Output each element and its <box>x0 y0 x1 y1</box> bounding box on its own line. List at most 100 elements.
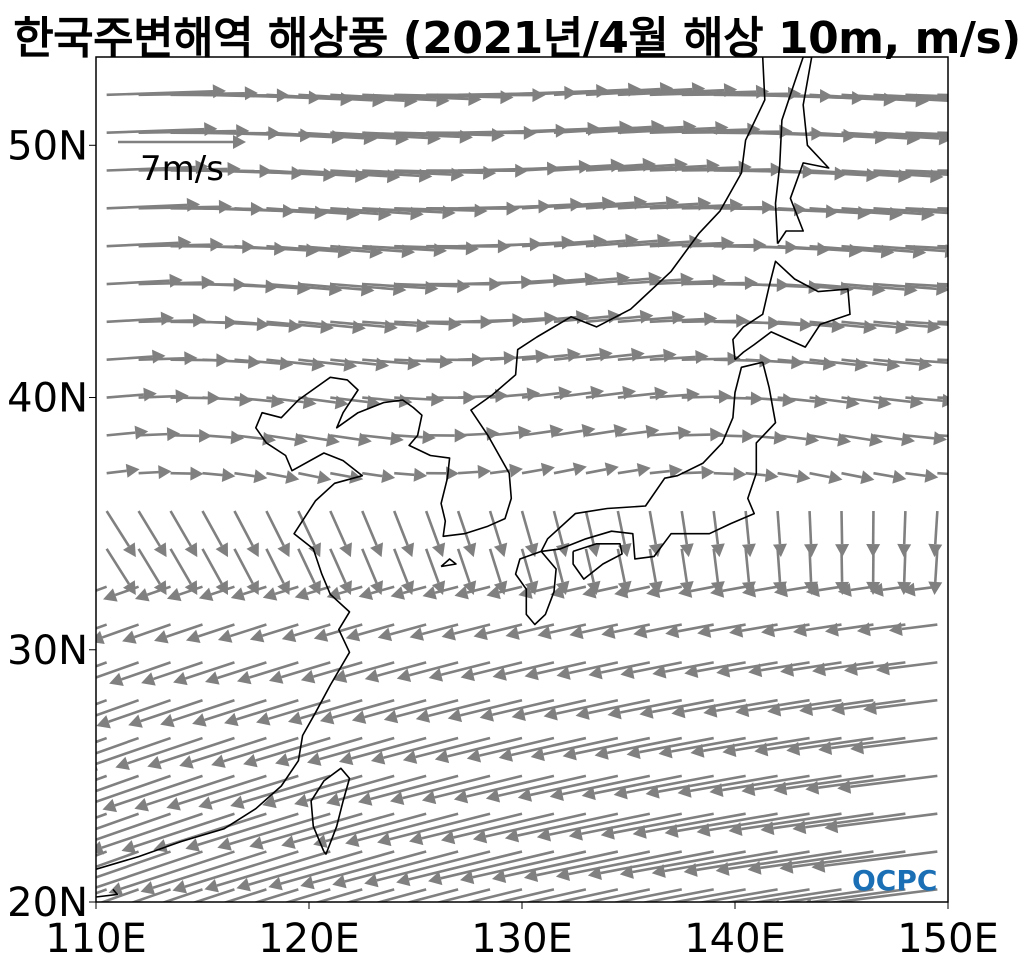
wind-arrow-head <box>294 586 310 601</box>
wind-arrow-shaft <box>735 736 810 752</box>
wind-arrow-head <box>256 712 271 726</box>
wind-arrow-head <box>422 586 437 600</box>
wind-arrow-head <box>58 842 73 855</box>
wind-arrow-shaft <box>330 244 403 253</box>
wind-arrow-shaft <box>809 471 830 479</box>
wind-arrow-shaft <box>330 471 351 479</box>
wind-arrow-head <box>600 825 615 840</box>
wind-arrow-head <box>243 753 258 768</box>
wind-arrow-shaft <box>521 164 612 172</box>
wind-arrow-head <box>381 469 396 483</box>
wind-arrow-shaft <box>805 812 906 829</box>
wind-arrow-shaft <box>933 510 939 545</box>
wind-arrow-shaft <box>297 510 316 546</box>
wind-arrow-shaft <box>607 736 683 755</box>
wind-arrow-head <box>121 840 137 854</box>
wind-arrow-head <box>968 281 981 295</box>
wind-arrow-head <box>712 274 726 289</box>
wind-arrow-shaft <box>585 201 667 210</box>
wind-arrow-head <box>869 432 884 447</box>
wind-arrow-shaft <box>383 736 459 759</box>
wind-arrow-head <box>326 793 341 807</box>
wind-arrow-head <box>575 906 589 920</box>
wind-arrow-head <box>434 749 450 764</box>
wind-arrow-head <box>281 628 297 643</box>
wind-arrow-head <box>754 742 769 757</box>
wind-arrow-head <box>897 543 912 558</box>
wind-arrow-head <box>483 165 497 180</box>
wind-arrow-shaft <box>415 736 491 759</box>
wind-arrow-shaft <box>434 585 459 595</box>
wind-arrow-shaft <box>905 396 943 402</box>
wind-arrow-shaft <box>489 317 545 324</box>
wind-arrow-head <box>26 843 41 856</box>
wind-arrow-shaft <box>664 850 778 873</box>
wind-arrow-shaft <box>204 698 267 722</box>
wind-arrow-shaft <box>266 131 365 140</box>
wind-arrow-shaft <box>648 548 658 583</box>
wind-arrow-head <box>760 821 775 836</box>
wind-arrow-shaft <box>405 888 459 902</box>
wind-arrow-head <box>491 128 505 143</box>
wind-arrow-shaft <box>229 812 331 846</box>
wind-arrow-shaft <box>875 698 938 710</box>
wind-arrow-shaft <box>105 548 130 585</box>
wind-arrow-shaft <box>933 548 939 583</box>
wind-arrow-head <box>639 705 654 719</box>
wind-arrow-shaft <box>681 433 711 437</box>
wind-arrow-head <box>690 743 705 758</box>
wind-arrow-shaft <box>137 548 161 585</box>
wind-arrow-shaft <box>792 661 842 672</box>
wind-arrow-head <box>253 469 268 484</box>
wind-arrow-head <box>96 841 105 855</box>
wind-arrow-head <box>491 869 507 884</box>
wind-arrow-head <box>679 543 694 558</box>
wind-arrow-shaft <box>472 661 523 676</box>
wind-arrow-head <box>211 754 226 768</box>
wind-arrow-shaft <box>121 661 171 681</box>
wind-arrow-shaft <box>344 850 459 883</box>
wind-arrow-shaft <box>396 698 459 718</box>
wind-arrow-shaft <box>236 698 299 721</box>
wind-arrow-head <box>805 898 812 902</box>
wind-arrow-head <box>401 580 415 595</box>
wind-arrow-shaft <box>402 585 427 595</box>
wind-arrow-head <box>850 740 864 755</box>
wind-arrow-shaft <box>362 434 392 440</box>
wind-arrow-head <box>811 858 826 873</box>
wind-arrow-shaft <box>841 471 862 479</box>
wind-arrow-shaft <box>96 774 171 804</box>
wind-arrow-head <box>115 756 130 770</box>
wind-arrow-shaft <box>713 396 751 400</box>
wind-arrow-head <box>439 354 454 369</box>
wind-arrow-shaft <box>808 548 813 583</box>
wind-arrow-shaft <box>553 467 575 475</box>
wind-arrow-head <box>134 798 149 812</box>
wind-arrow-head <box>472 829 488 844</box>
wind-arrow-head <box>486 585 501 600</box>
wind-arrow-head <box>122 542 136 558</box>
wind-arrow-shaft <box>394 396 432 401</box>
wind-arrow-head <box>607 905 621 919</box>
wind-arrow-head <box>166 587 182 602</box>
wind-arrow-head <box>313 628 329 642</box>
wind-arrow-head <box>51 758 66 771</box>
wind-arrow-head <box>460 667 475 682</box>
wind-arrow-shaft <box>873 93 948 100</box>
wind-arrow-shaft <box>584 510 595 545</box>
wind-arrow-head <box>153 580 167 595</box>
wind-arrow-shaft <box>617 240 690 248</box>
wind-arrow-head <box>0 928 14 941</box>
wind-arrow-head <box>979 93 992 107</box>
wind-arrow-head <box>102 798 117 813</box>
wind-arrow-head <box>215 580 229 595</box>
wind-arrow-shaft <box>357 812 459 842</box>
wind-arrow-head <box>498 748 513 762</box>
wind-arrow-shaft <box>488 510 502 546</box>
wind-arrow-shaft <box>222 888 267 902</box>
wind-arrow-head <box>509 463 523 478</box>
wind-arrow-shaft <box>824 850 938 868</box>
reference-arrow-head <box>233 135 246 149</box>
wind-arrow-shaft <box>201 548 223 585</box>
wind-arrow-shaft <box>281 661 331 679</box>
